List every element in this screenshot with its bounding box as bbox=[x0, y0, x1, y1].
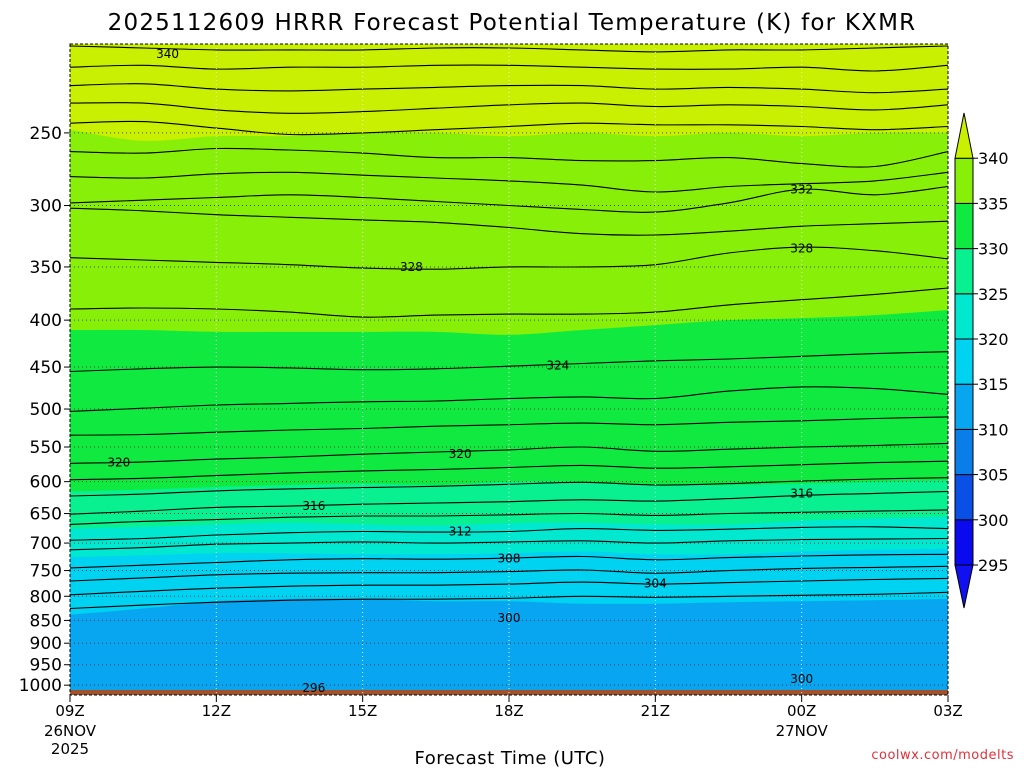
y-tick-label: 550 bbox=[30, 438, 62, 458]
colorbar-box-305 bbox=[954, 428, 974, 476]
x-tick-date: 27NOV bbox=[776, 722, 829, 740]
x-tick-label: 03Z bbox=[933, 702, 962, 720]
contour-label: 320 bbox=[449, 447, 472, 461]
y-tick-label: 700 bbox=[30, 534, 62, 554]
y-tick-label: 1000 bbox=[19, 676, 62, 696]
colorbar-box-315 bbox=[954, 338, 974, 385]
chart-title: 2025112609 HRRR Forecast Potential Tempe… bbox=[108, 10, 917, 36]
colorbar-tick-label: 320 bbox=[978, 330, 1009, 349]
contour-line-339 bbox=[70, 64, 948, 72]
y-axis: 250 300 350 400 450 500 550 600 650 700 750 800 850 9… bbox=[19, 124, 70, 696]
contour-line-316 bbox=[70, 490, 948, 515]
contour-label: 308 bbox=[498, 552, 521, 566]
colorbar-tick-label: 325 bbox=[978, 285, 1009, 304]
colorbar-bottom-arrow bbox=[954, 564, 974, 609]
colorbar-box-330 bbox=[954, 202, 974, 250]
contour-label: 316 bbox=[302, 499, 325, 513]
colorbar-tick-label: 315 bbox=[978, 375, 1009, 394]
contour-line-328 bbox=[70, 246, 948, 270]
contour-label: 304 bbox=[644, 577, 667, 591]
x-tick-date: 2025 bbox=[51, 740, 89, 758]
contour-label: 300 bbox=[498, 611, 521, 625]
x-axis-label: Forecast Time (UTC) bbox=[415, 748, 606, 768]
contour-label: 316 bbox=[790, 486, 813, 500]
colorbar-top-arrow bbox=[954, 112, 974, 159]
colorbar-box-300 bbox=[954, 474, 974, 521]
contour-line-302 bbox=[70, 591, 948, 610]
colorbar-tick-label: 335 bbox=[978, 194, 1009, 213]
contour-line-320 bbox=[70, 442, 948, 464]
contour-line-332 bbox=[70, 185, 948, 213]
contour-label: 340 bbox=[156, 47, 179, 61]
y-tick-label: 350 bbox=[30, 258, 62, 278]
colorbar-box-295 bbox=[954, 519, 974, 566]
y-tick-label: 300 bbox=[30, 197, 62, 217]
colorbar: 295 300 305 310 315 320 325 330 335 340 bbox=[954, 112, 1009, 609]
y-tick-label: 250 bbox=[30, 124, 62, 144]
y-tick-label: 750 bbox=[30, 562, 62, 582]
fill-band-315 bbox=[70, 598, 948, 695]
contour-label: 332 bbox=[790, 182, 813, 196]
y-tick-label: 950 bbox=[30, 656, 62, 676]
contour-line-338 bbox=[70, 83, 948, 94]
credit-link[interactable]: coolwx.com/modelts bbox=[871, 748, 1014, 763]
colorbar-tick-label: 330 bbox=[978, 240, 1009, 259]
colorbar-box-335 bbox=[954, 157, 974, 204]
colorbar-box-320 bbox=[954, 293, 974, 340]
y-tick-label: 850 bbox=[30, 611, 62, 631]
contour-label: 296 bbox=[302, 681, 325, 695]
colorbar-tick-label: 310 bbox=[978, 420, 1009, 439]
contour-label: 324 bbox=[546, 358, 569, 372]
contour-label: 328 bbox=[400, 260, 423, 274]
y-tick-label: 600 bbox=[30, 473, 62, 493]
contour-labels: 340 332 328 328 324 320 320 316 316 312 308 304 300 3… bbox=[107, 47, 813, 695]
colorbar-tick-label: 295 bbox=[978, 556, 1009, 575]
y-tick-label: 900 bbox=[30, 634, 62, 654]
x-tick-label: 00Z bbox=[787, 702, 816, 720]
y-tick-label: 400 bbox=[30, 311, 62, 331]
x-tick-date: 26NOV bbox=[44, 722, 97, 740]
contour-line-312 bbox=[70, 526, 948, 541]
x-tick-label: 18Z bbox=[494, 702, 523, 720]
y-tick-label: 500 bbox=[30, 400, 62, 420]
colorbar-tick-label: 340 bbox=[978, 149, 1009, 168]
grid-lines bbox=[70, 44, 948, 695]
x-tick-label: 15Z bbox=[348, 702, 377, 720]
y-tick-label: 800 bbox=[30, 587, 62, 607]
contour-label: 320 bbox=[107, 456, 130, 470]
contour-label: 300 bbox=[790, 672, 813, 686]
colorbar-box-325 bbox=[954, 248, 974, 295]
x-tick-label: 21Z bbox=[641, 702, 670, 720]
y-tick-label: 450 bbox=[30, 358, 62, 378]
colorbar-tick-label: 305 bbox=[978, 466, 1009, 485]
contour-label: 312 bbox=[449, 525, 472, 539]
contour-line-331 bbox=[70, 207, 948, 236]
contour-label: 328 bbox=[790, 241, 813, 255]
x-tick-label: 09Z bbox=[55, 702, 84, 720]
colorbar-box-310 bbox=[954, 383, 974, 430]
x-tick-label: 12Z bbox=[202, 702, 231, 720]
colorbar-tick-label: 300 bbox=[978, 511, 1009, 530]
y-tick-label: 650 bbox=[30, 505, 62, 525]
